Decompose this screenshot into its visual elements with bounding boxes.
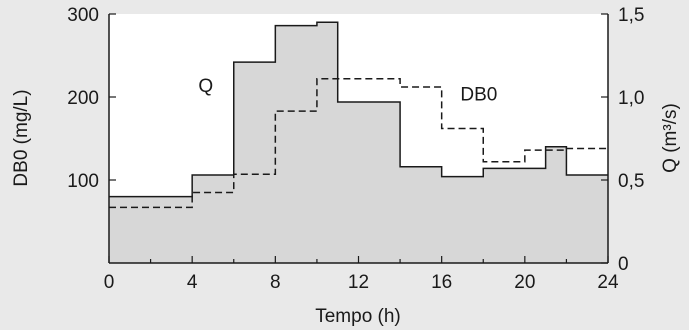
x-tick-label: 24 — [597, 272, 619, 293]
y-right-tick-label: 1,0 — [618, 88, 644, 109]
y-left-tick-label: 200 — [67, 88, 99, 109]
series-label-db0: DB0 — [460, 84, 497, 105]
y-right-tick-label: 0,5 — [618, 171, 644, 192]
series-label-q: Q — [198, 76, 213, 97]
q-series-line — [109, 21, 608, 198]
y-axis-right-title: Q (m³/s) — [660, 103, 681, 173]
x-tick-label: 20 — [514, 272, 535, 293]
x-tick-label: 4 — [187, 272, 198, 293]
db0-series-line — [109, 77, 608, 209]
x-tick-label: 12 — [348, 272, 369, 293]
x-tick-label: 8 — [270, 272, 281, 293]
x-axis-title: Tempo (h) — [315, 306, 401, 327]
y-left-tick-label: 100 — [67, 171, 99, 192]
x-tick-label: 0 — [104, 272, 115, 293]
axis-ticks: 0 4 8 12 16 20 24 100 200 300 0 0,5 1,0 1,5 — [67, 5, 644, 293]
y-axis-left-title: DB0 (mg/L) — [11, 89, 32, 186]
x-tick-label: 16 — [431, 272, 452, 293]
y-right-tick-label: 1,5 — [618, 5, 644, 26]
y-right-tick-label: 0 — [618, 254, 629, 275]
y-left-tick-label: 300 — [67, 5, 99, 26]
